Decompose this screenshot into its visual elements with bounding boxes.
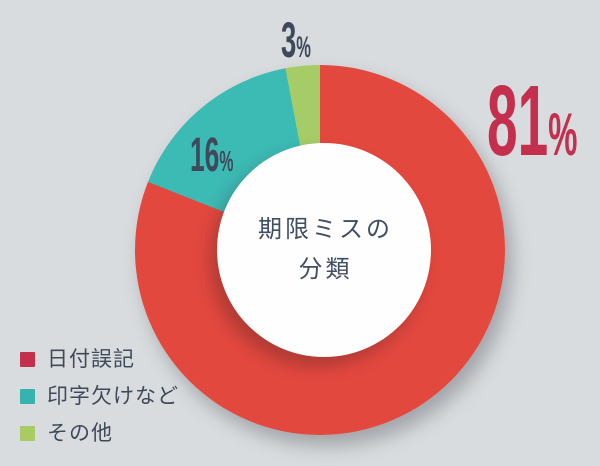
legend-item: 日付誤記 — [20, 348, 179, 371]
legend-swatch — [20, 352, 35, 368]
legend-swatch — [20, 389, 35, 405]
percent-sign: % — [548, 101, 578, 168]
legend-item: 印字欠けなど — [20, 385, 179, 408]
chart-center-title-line2: 分類 — [298, 256, 353, 283]
slice-value: 16 — [190, 129, 220, 182]
percent-sign: % — [296, 31, 311, 64]
slice-value: 3 — [281, 12, 297, 68]
legend-item: その他 — [20, 422, 179, 445]
slice-label-date-error: 81% — [487, 71, 600, 171]
legend-item-label: 日付誤記 — [47, 348, 135, 371]
slice-label-print-missing: 16% — [190, 132, 269, 180]
donut-center: 期限ミスの 分類 — [217, 143, 431, 357]
slice-value: 81 — [487, 65, 549, 177]
legend-item-label: その他 — [47, 422, 113, 446]
legend-item-label: 印字欠けなど — [47, 385, 179, 409]
chart-center-title-line1: 期限ミスの — [258, 216, 393, 243]
legend: 日付誤記 印字欠けなど その他 — [20, 348, 179, 445]
legend-swatch — [20, 426, 35, 442]
slice-label-other: 3% — [281, 15, 336, 65]
percent-sign: % — [219, 146, 234, 178]
